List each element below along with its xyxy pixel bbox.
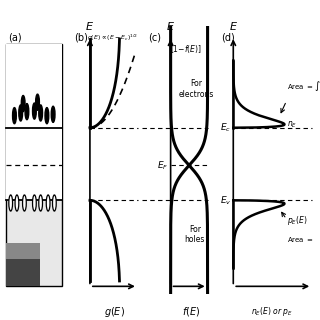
Text: $n_E$: $n_E$ xyxy=(286,120,297,130)
Text: For
electrons: For electrons xyxy=(179,79,214,99)
Text: (a): (a) xyxy=(8,32,22,42)
Text: $n_E(E)$ or $p_E$: $n_E(E)$ or $p_E$ xyxy=(251,305,293,318)
Circle shape xyxy=(22,195,26,211)
Text: $E_c$: $E_c$ xyxy=(220,122,231,134)
Text: $E_F$: $E_F$ xyxy=(157,159,169,172)
Text: $f(E)$: $f(E)$ xyxy=(182,305,200,318)
Circle shape xyxy=(52,195,56,211)
Text: (d): (d) xyxy=(221,32,235,42)
Text: $E_v$: $E_v$ xyxy=(220,194,231,207)
Bar xyxy=(6,128,62,200)
Circle shape xyxy=(51,106,55,122)
Circle shape xyxy=(19,105,22,121)
Circle shape xyxy=(36,94,39,110)
Text: $E$: $E$ xyxy=(166,20,175,32)
Circle shape xyxy=(12,108,16,124)
Text: [1$-f(E)$]: [1$-f(E)$] xyxy=(170,43,202,55)
Bar xyxy=(6,260,40,286)
Text: $g(E)$: $g(E)$ xyxy=(104,305,125,319)
Circle shape xyxy=(9,195,12,211)
Circle shape xyxy=(15,195,19,211)
Circle shape xyxy=(39,195,43,211)
Text: $E$: $E$ xyxy=(85,20,94,32)
Text: $p_E(E)$: $p_E(E)$ xyxy=(286,214,307,227)
Text: (b): (b) xyxy=(75,32,88,42)
Circle shape xyxy=(25,104,29,120)
Circle shape xyxy=(33,103,36,119)
Text: $g(E) \propto (E - E_c)^{1/2}$: $g(E) \propto (E - E_c)^{1/2}$ xyxy=(87,32,138,43)
Text: (c): (c) xyxy=(148,32,161,42)
Text: $E$: $E$ xyxy=(229,20,238,32)
Circle shape xyxy=(46,195,50,211)
Text: Area $= \int n$: Area $= \int n$ xyxy=(286,79,320,93)
Circle shape xyxy=(33,195,36,211)
Bar xyxy=(6,243,40,260)
Text: Area $=$: Area $=$ xyxy=(286,235,314,244)
Circle shape xyxy=(21,95,25,112)
Circle shape xyxy=(45,108,49,124)
Text: For
holes: For holes xyxy=(185,225,205,244)
Circle shape xyxy=(39,105,43,121)
Bar xyxy=(6,44,62,128)
